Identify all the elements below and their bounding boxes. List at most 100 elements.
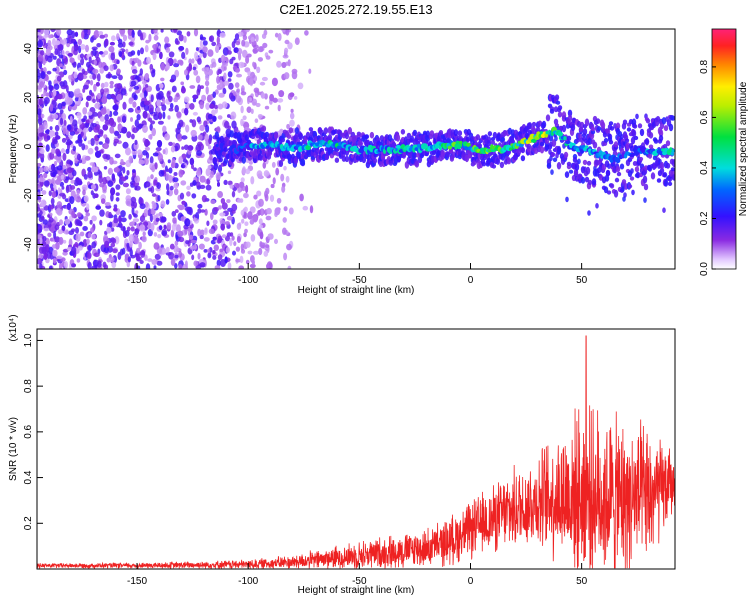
ridge-band <box>552 157 558 163</box>
noise-speckle <box>56 29 62 36</box>
ridge-band <box>629 176 635 181</box>
noise-speckle <box>276 197 282 204</box>
ridge-band <box>587 179 593 185</box>
noise-speckle <box>212 255 217 260</box>
noise-speckle <box>120 88 127 96</box>
noise-speckle <box>40 199 47 207</box>
noise-speckle <box>268 49 274 54</box>
noise-speckle <box>150 185 155 194</box>
noise-speckle <box>46 70 52 75</box>
noise-speckle <box>132 169 136 173</box>
noise-speckle <box>87 29 91 36</box>
noise-speckle <box>70 179 75 184</box>
noise-speckle <box>98 51 104 55</box>
noise-speckle <box>177 230 184 237</box>
noise-speckle <box>148 187 153 192</box>
noise-speckle <box>54 179 61 185</box>
noise-speckle <box>271 161 276 168</box>
noise-speckle <box>245 55 250 64</box>
ridge-band <box>361 156 367 164</box>
ridge-band <box>663 179 669 187</box>
noise-speckle <box>86 238 90 245</box>
noise-speckle <box>141 235 147 243</box>
noise-speckle <box>277 98 284 103</box>
ridge-band <box>584 176 590 183</box>
ridge-band <box>545 114 551 122</box>
noise-speckle <box>144 254 148 261</box>
noise-speckle <box>108 221 113 229</box>
ridge-band <box>613 141 619 148</box>
noise-speckle <box>104 114 109 122</box>
noise-speckle <box>122 166 126 174</box>
noise-speckle <box>155 107 161 113</box>
ridge-band <box>308 127 314 132</box>
noise-speckle <box>165 199 170 205</box>
noise-speckle <box>131 221 135 226</box>
noise-speckle <box>187 145 194 151</box>
noise-speckle <box>53 83 60 90</box>
noise-speckle <box>167 115 171 120</box>
colorbar-ticks: 0.0 0.2 0.4 0.6 0.8 <box>699 60 716 276</box>
noise-speckle <box>104 240 109 249</box>
noise-speckle <box>99 67 105 74</box>
noise-speckle <box>48 190 52 197</box>
noise-speckle <box>102 176 108 185</box>
ridge-spread <box>621 186 625 192</box>
noise-speckle <box>149 156 154 164</box>
noise-speckle <box>260 208 264 217</box>
ridge-band <box>551 139 557 147</box>
ridge-band <box>475 134 481 141</box>
noise-speckle <box>180 81 184 86</box>
ridge-band <box>429 130 435 137</box>
noise-speckle <box>169 78 175 83</box>
noise-speckle <box>145 84 149 88</box>
noise-speckle <box>111 238 117 244</box>
ridge-band <box>644 139 650 144</box>
noise-speckle <box>242 49 248 58</box>
noise-speckle <box>45 92 50 97</box>
noise-speckle <box>304 30 309 36</box>
noise-speckle <box>205 124 210 133</box>
noise-speckle <box>83 215 89 222</box>
noise-speckle <box>166 43 171 48</box>
noise-speckle <box>50 163 56 172</box>
noise-speckle <box>87 167 92 172</box>
noise-speckle <box>122 182 129 188</box>
noise-speckle <box>249 77 254 86</box>
noise-speckle <box>46 48 51 56</box>
noise-speckle <box>199 53 203 58</box>
noise-speckle <box>87 111 93 116</box>
noise-speckle <box>184 260 188 268</box>
noise-speckle <box>254 118 259 123</box>
ridge-peak <box>242 147 247 152</box>
noise-speckle <box>251 260 255 265</box>
noise-speckle <box>103 246 110 254</box>
ridge-band <box>645 118 651 124</box>
ridge-band <box>600 121 606 130</box>
noise-speckle <box>194 51 199 60</box>
noise-speckle <box>141 251 146 256</box>
noise-speckle <box>143 90 147 99</box>
noise-speckle <box>40 148 45 155</box>
noise-speckle <box>231 56 236 61</box>
noise-speckle <box>59 192 66 197</box>
noise-speckle <box>139 224 146 232</box>
noise-speckle <box>228 92 234 100</box>
noise-speckle <box>67 52 73 57</box>
noise-speckle <box>200 85 204 89</box>
ridge-band <box>624 138 630 143</box>
noise-speckle <box>78 245 83 251</box>
noise-speckle <box>97 260 102 268</box>
noise-speckle <box>65 85 69 93</box>
noise-speckle <box>81 118 86 123</box>
noise-speckle <box>113 138 120 144</box>
ridge-band <box>278 160 284 167</box>
snr-x-axis-label: Height of straight line (km) <box>298 585 415 596</box>
noise-speckle <box>211 109 216 116</box>
ridge-band <box>639 128 645 137</box>
noise-speckle <box>74 157 78 164</box>
noise-speckle <box>188 234 194 240</box>
noise-speckle <box>75 219 82 225</box>
noise-speckle <box>220 198 226 204</box>
noise-speckle <box>75 233 81 242</box>
